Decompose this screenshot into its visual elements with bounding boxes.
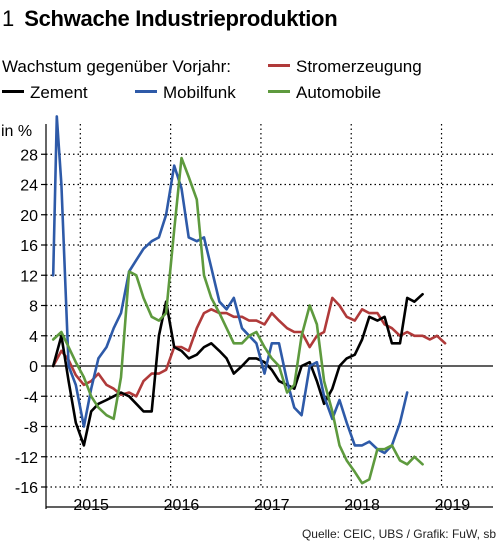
y-axis: 28 24 20 16 12 8 4 0 -4 -8 -12 -16: [15, 124, 47, 509]
legend-swatch-zement: [2, 90, 24, 94]
x-tick-label: 2016: [164, 497, 200, 514]
chart-gridlines: [46, 124, 493, 488]
y-tick-label: -12: [15, 450, 38, 467]
y-tick-label: 28: [20, 147, 38, 164]
x-axis: 2015 2016 2017 2018 2019: [46, 497, 493, 514]
y-tick-label: 4: [29, 329, 38, 346]
series-line-stromerzeugung: [51, 296, 447, 398]
x-tick-label: 2018: [344, 497, 380, 514]
chart-series: [51, 115, 447, 485]
y-tick-label: 20: [20, 208, 38, 225]
legend-label-mobilfunk: Mobilfunk: [163, 83, 236, 102]
source-note: Quelle: CEIC, UBS / Grafik: FuW, sb: [301, 527, 496, 541]
legend-label-automobile: Automobile: [296, 83, 382, 102]
figure-title: Schwache Industrieproduktion: [24, 6, 338, 31]
legend-item-automobile: Automobile: [268, 83, 381, 103]
x-tick-label: 2015: [73, 497, 109, 514]
legend-item-mobilfunk: Mobilfunk: [135, 83, 236, 103]
legend-item-zement: Zement: [2, 83, 88, 103]
legend-item-stromerzeugung: Stromerzeugung: [268, 57, 422, 77]
x-tick-label: 2017: [254, 497, 290, 514]
legend-swatch-automobile: [268, 90, 290, 94]
series-line-zement: [51, 292, 424, 447]
y-tick-label: 8: [29, 299, 38, 316]
legend-swatch-stromerzeugung: [268, 64, 290, 68]
y-tick-label: -16: [15, 480, 38, 497]
series-line-automobile: [51, 156, 424, 485]
y-tick-label: 0: [29, 359, 38, 376]
y-axis-label: in %: [1, 123, 32, 140]
legend-label-zement: Zement: [30, 83, 88, 102]
y-tick-label: 24: [20, 178, 38, 195]
y-tick-label: -4: [24, 389, 38, 406]
y-tick-label: 12: [20, 268, 38, 285]
y-tick-label: 16: [20, 238, 38, 255]
series-line-mobilfunk: [51, 115, 409, 455]
figure-header: 1 Schwache Industrieproduktion: [2, 6, 338, 32]
figure-number: 1: [2, 6, 15, 31]
y-tick-label: -8: [24, 420, 38, 437]
legend-label-stromerzeugung: Stromerzeugung: [296, 57, 422, 76]
chart-subtitle: Wachstum gegenüber Vorjahr:: [2, 57, 231, 76]
x-tick-label: 2019: [435, 497, 471, 514]
legend-swatch-mobilfunk: [135, 90, 157, 94]
